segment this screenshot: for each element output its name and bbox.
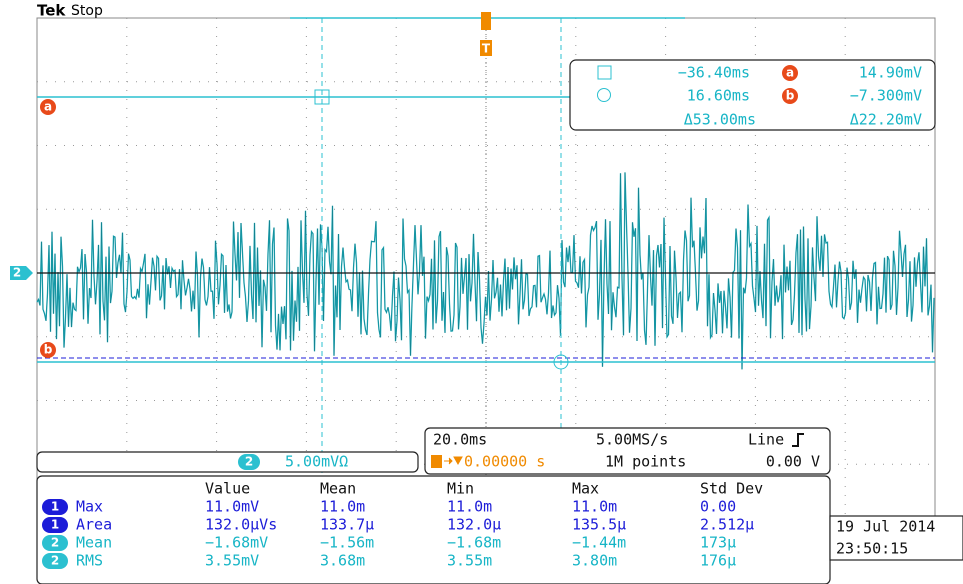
sample-rate: 5.00MS/s — [596, 431, 668, 449]
channel-badge-label: 2 — [245, 455, 253, 469]
channel-scale: 5.00mVΩ — [285, 453, 348, 471]
readout-b-label: b — [786, 89, 795, 103]
time: 23:50:15 — [836, 540, 908, 558]
measurement-value: 135.5µ — [572, 516, 626, 534]
column-header: Value — [205, 480, 250, 498]
record-length: 1M points — [605, 453, 686, 471]
measurement-value: 11.0m — [447, 498, 492, 516]
measurement-value: 3.55mV — [205, 552, 259, 570]
measurement-name: RMS — [76, 552, 103, 570]
trigger-label: T — [482, 42, 491, 56]
measurement-value: 3.68m — [320, 552, 365, 570]
measurement-name: Mean — [76, 534, 112, 552]
channel-label: 2 — [51, 536, 59, 550]
time-per-div: 20.0ms — [433, 431, 487, 449]
measurement-value: −1.56m — [320, 534, 374, 552]
cursor-delta-time: Δ53.00ms — [684, 111, 756, 129]
channel-label: 1 — [51, 500, 59, 514]
cursor-volt-2: −7.300mV — [850, 87, 922, 105]
measurement-value: 176µ — [700, 552, 736, 570]
cursor-volt-1: 14.90mV — [859, 64, 922, 82]
measurement-name: Max — [76, 498, 103, 516]
scope-screen: T Tek Stop a b 2 −36.40ms 16.60ms Δ53.00… — [0, 0, 963, 584]
trigger-icon — [431, 455, 442, 468]
cursor-time-1: −36.40ms — [678, 64, 750, 82]
channel-scale-box — [37, 452, 418, 472]
date: 19 Jul 2014 — [836, 518, 935, 536]
measurement-value: −1.44m — [572, 534, 626, 552]
measurement-value: −1.68mV — [205, 534, 268, 552]
measurement-name: Area — [76, 516, 112, 534]
measurement-value: 3.80m — [572, 552, 617, 570]
status: Stop — [71, 3, 103, 19]
cursor-time-2: 16.60ms — [687, 87, 750, 105]
measurement-value: 2.512µ — [700, 516, 754, 534]
channel-marker-label: 2 — [13, 266, 21, 280]
column-header: Min — [447, 480, 474, 498]
measurement-value: 132.0µVs — [205, 516, 277, 534]
cursor-delta-volt: Δ22.20mV — [850, 111, 922, 129]
trigger-level: 0.00 V — [766, 453, 820, 471]
trigger-position: 0.00000 s — [464, 453, 545, 471]
measurement-value: −1.68m — [447, 534, 501, 552]
trigger-pos-marker — [481, 12, 491, 30]
column-header: Max — [572, 480, 599, 498]
measurement-value: 133.7µ — [320, 516, 374, 534]
measurement-value: 0.00 — [700, 498, 736, 516]
measurement-value: 3.55m — [447, 552, 492, 570]
measurement-value: 173µ — [700, 534, 736, 552]
page: {"header":{"brand":"Tek","status":"Stop"… — [0, 0, 963, 584]
column-header: Std Dev — [700, 480, 763, 498]
readout-a-label: a — [786, 66, 794, 80]
measurement-value: 132.0µ — [447, 516, 501, 534]
cursor-b-label: b — [44, 343, 53, 357]
channel-label: 2 — [51, 554, 59, 568]
brand: Tek — [37, 2, 66, 20]
measurement-value: 11.0mV — [205, 498, 259, 516]
column-header: Mean — [320, 480, 356, 498]
trigger-source: Line — [748, 431, 784, 449]
measurement-value: 11.0m — [572, 498, 617, 516]
cursor-a-label: a — [44, 100, 52, 114]
measurement-value: 11.0m — [320, 498, 365, 516]
channel-label: 1 — [51, 518, 59, 532]
